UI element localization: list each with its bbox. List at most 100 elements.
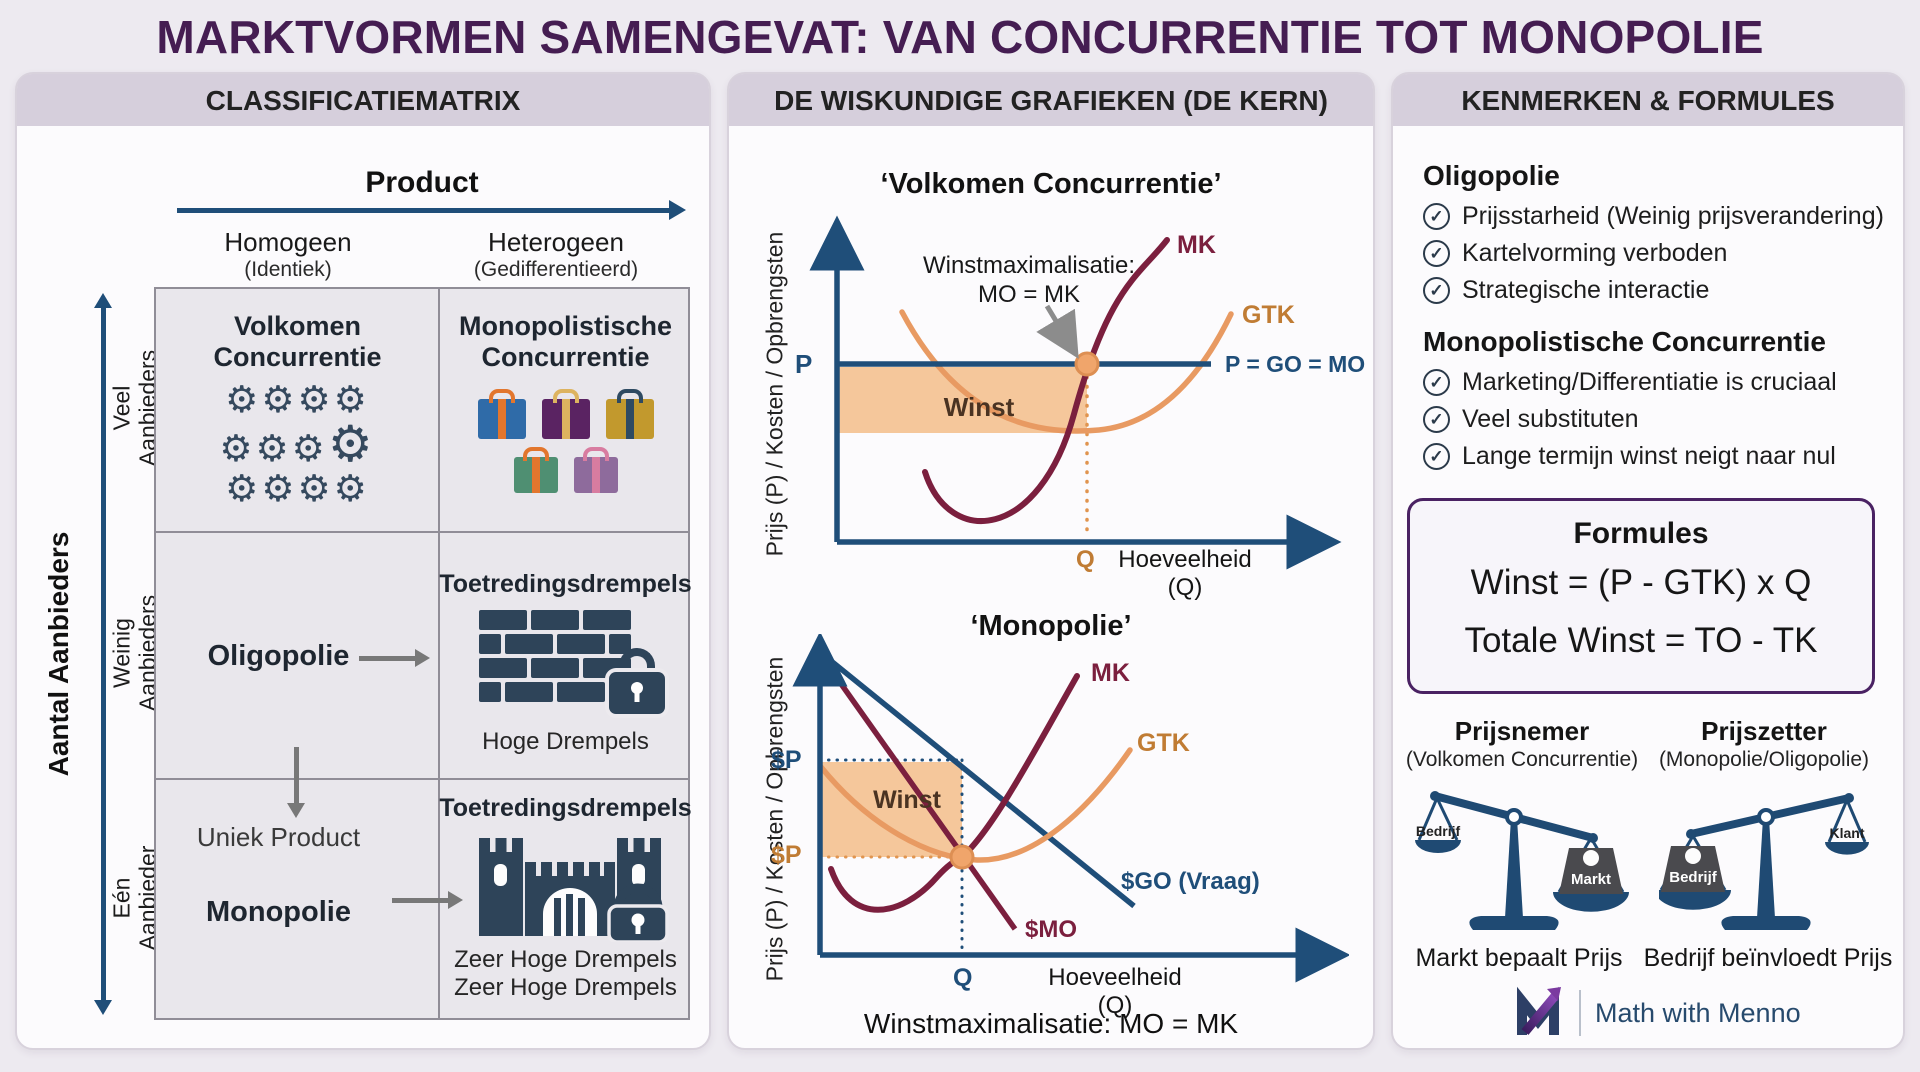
gift-boxes-icon [439,399,692,493]
check-circle-icon: ✓ [1423,406,1450,433]
graph1-mk-label: MK [1177,231,1216,259]
formula-totale-winst: Totale Winst = TO - TK [1464,621,1818,660]
prijszetter-subtitle: (Monopolie/Oligopolie) [1658,748,1870,771]
graph1-mk-curve [922,237,1170,524]
prijsnemer-pan-label: Bedrijf [1416,823,1461,839]
graph1-equilibrium-dot [1074,351,1100,377]
prijsnemer-weight-label: Markt [1571,871,1611,888]
logo-text: Math with Menno [1595,997,1801,1028]
cell-volkomen-concurrentie: Volkomen Concurrentie ⚙⚙⚙⚙ ⚙⚙⚙⚙ ⚙⚙⚙⚙ [156,289,439,532]
logo: Math with Menno [1513,986,1801,1040]
list-item-label: Veel substituten [1462,405,1639,433]
prijsnemer-title: Prijsnemer [1454,716,1590,746]
graph2-mk-label: MK [1091,659,1130,687]
gears-icon: ⚙⚙⚙⚙ ⚙⚙⚙⚙ ⚙⚙⚙⚙ [219,379,376,509]
row-label-veel-line1: Veel [108,385,135,431]
graph1-p-label: P [795,349,813,379]
graph1-y-axis-label: Prijs (P) / Kosten / Opbrengsten [761,231,788,557]
classificatie-panel: CLASSIFICATIEMATRIX Product Homogeen (Id… [15,72,711,1050]
monopolie-arrow-icon [392,891,463,909]
graph1-plot [809,215,1342,570]
graph1-gtk-curve [899,309,1234,434]
brick-wall-icon [479,610,665,714]
graph2-go-label: $GO (Vraag) [1121,868,1260,895]
graph2-caption: Winstmaximalisatie: MO = MK [863,1008,1239,1039]
formula-winst: Winst = (P - GTK) x Q [1470,563,1812,602]
right-pan [1825,842,1869,855]
check-circle-icon: ✓ [1423,240,1450,267]
gift-icon [513,457,558,493]
col-subheader-homogeen: (Identiek) [244,258,332,281]
list-item-label: Strategische interactie [1462,276,1710,304]
oligopolie-arrow-icon [359,649,430,667]
check-circle-icon: ✓ [1423,203,1450,230]
product-arrow-icon [177,200,686,220]
formules-box: Formules Winst = (P - GTK) x Q Totale Wi… [1407,498,1875,694]
row-label-een-line1: Eén [108,877,135,919]
cell-monopolistische-title-line1: Monopolistische [458,311,672,341]
logo-divider [1579,990,1581,1036]
graph1-winst-area [839,367,1087,433]
grafieken-header: DE WISKUNDIGE GRAFIEKEN (DE KERN) [729,74,1373,126]
cell-monopolistische-concurrentie: Monopolistische Concurrentie [439,289,692,532]
monopolistische-section-title: Monopolistische Concurrentie [1423,326,1826,357]
col-subheader-heterogeen: (Gedifferentieerd) [473,258,639,281]
left-pan [1659,890,1731,910]
graph2-p-low-label: $P [771,841,802,869]
gift-icon [541,399,590,439]
kenmerken-header: KENMERKEN & FORMULES [1393,74,1903,126]
col-header-homogeen: Homogeen [224,227,352,257]
graph2-equilibrium-dot [949,844,975,870]
graph2-go-line [818,649,1136,909]
math-with-menno-m-icon [1517,986,1561,1035]
cell-toetreding2-sub1: Zeer Hoge Drempels [454,946,677,973]
left-pan [1415,840,1461,853]
grid-divider [156,531,688,533]
list-item-label: Kartelvorming verboden [1462,239,1728,267]
prijszetter-title: Prijszetter [1701,716,1827,746]
oligopolie-to-monopolie-arrow-icon [287,747,305,818]
graph1-price-line-label: P = GO = MO [1225,351,1366,377]
list-item: ✓ Prijsstarheid (Weinig prijsverandering… [1423,202,1884,231]
graph1-winst-label: Winst [943,392,1015,422]
padlock-icon [609,648,665,714]
graph2-x-axis-label: Hoeveelheid (Q) [1048,964,1182,1019]
check-circle-icon: ✓ [1423,443,1450,470]
product-axis-label: Product [365,166,479,199]
list-item: ✓ Lange termijn winst neigt naar nul [1423,442,1836,471]
list-item-label: Lange termijn winst neigt naar nul [1462,442,1836,470]
gift-icon [605,399,654,439]
grafieken-panel: DE WISKUNDIGE GRAFIEKEN (DE KERN) ‘Volko… [727,72,1375,1050]
kenmerken-panel: KENMERKEN & FORMULES Oligopolie ✓ Prijss… [1391,72,1905,1050]
cell-monopolie: Uniek Product Monopolie [156,778,439,1022]
prijszetter-weight-label: Bedrijf [1669,869,1718,886]
gift-icon [573,457,618,493]
page-title: MARKTVORMEN SAMENGEVAT: VAN CONCURRENTIE… [156,11,1764,63]
graph1-annotation-line1: Winstmaximalisatie: [922,252,1136,279]
cell-uniek-product-label: Uniek Product [196,822,361,852]
castle-icon [479,838,669,942]
graph1-title: ‘Volkomen Concurrentie’ [880,168,1222,200]
right-pan [1553,892,1629,912]
cell-volkomen-title-line2: Concurrentie [213,342,382,373]
prijsnemer-scale-icon: Bedrijf Markt [1415,791,1629,930]
aantal-aanbieders-arrow-icon [94,293,112,1015]
graph1-annotation-arrow [1036,304,1079,359]
cell-oligopolie-title: Oligopolie [207,640,350,672]
check-circle-icon: ✓ [1423,277,1450,304]
cell-toetreding1-sub: Hoge Drempels [482,728,649,755]
classificatie-header: CLASSIFICATIEMATRIX [17,74,709,126]
cell-toetreding2-title: Toetredingsdrempels [439,794,692,822]
prijszetter-scale-icon: Klant Bedrijf [1659,793,1869,930]
cell-volkomen-title-line1: Volkomen [233,311,362,341]
prijsnemer-caption: Markt bepaalt Prijs [1415,944,1623,972]
cell-toetreding1-title: Toetredingsdrempels [439,570,692,598]
graph2-q-tick-label: Q [953,964,973,992]
graph2-plot [792,634,1349,983]
list-item-label: Prijsstarheid (Weinig prijsverandering) [1462,202,1884,230]
row-label-weinig-line1: Weinig [108,618,135,688]
gift-icon [477,399,526,439]
graph2-mo-label: $MO [1025,916,1078,943]
formules-title: Formules [1573,517,1709,550]
cell-monopolistische-title-line2: Concurrentie [481,342,650,373]
